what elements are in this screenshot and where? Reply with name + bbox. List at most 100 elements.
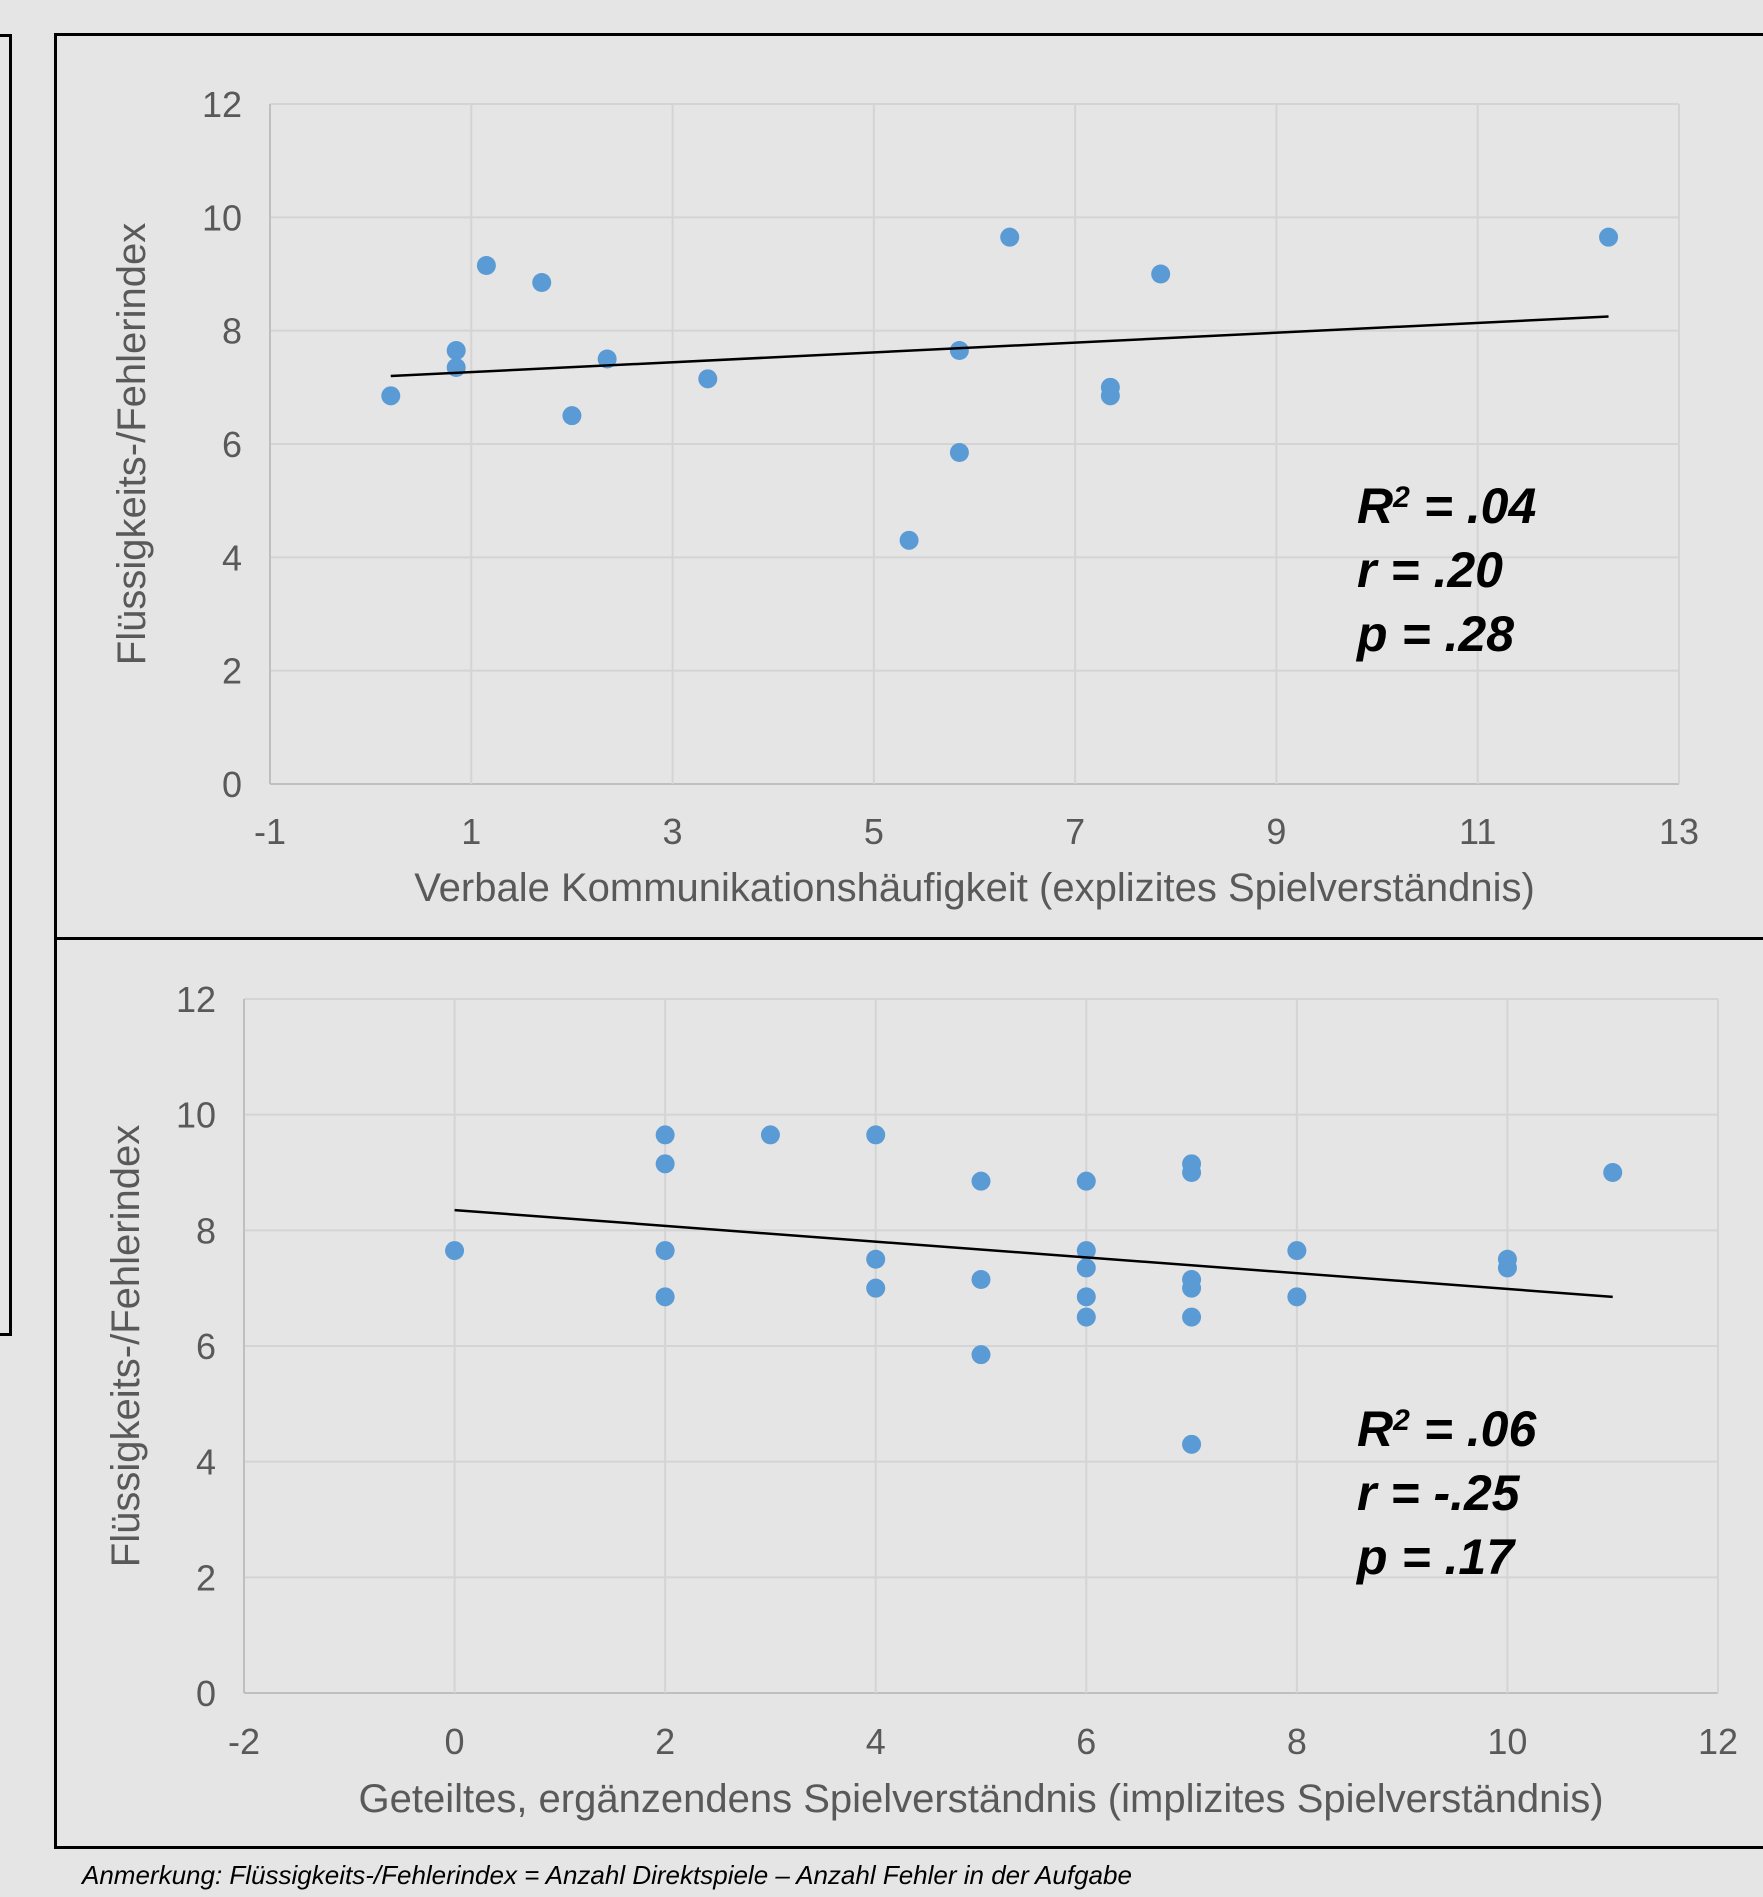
data-point [597,349,617,369]
data-point [1287,1241,1307,1261]
data-point [532,273,552,292]
x-tick-label: 5 [864,811,884,852]
stat-line: R2 = .04 [1357,478,1536,534]
data-point [1603,1163,1623,1182]
data-point [1076,1258,1096,1278]
x-axis-title: Geteiltes, ergänzendens Spielverständnis… [358,1777,1603,1821]
y-tick-label: 12 [176,979,216,1020]
trendline [454,1208,1613,1299]
x-tick-label: 9 [1266,811,1286,852]
data-point [1100,386,1120,406]
data-point [655,1287,675,1307]
data-point [866,1278,886,1298]
data-point [1076,1287,1096,1307]
stats-annotation: R2 = .04 r = .20 p = .28 [1355,478,1536,662]
stat-line: p = .17 [1355,1529,1516,1585]
r2-value: = .04 [1410,478,1537,534]
y-tick-label: 2 [222,651,242,692]
data-point [971,1345,991,1365]
p-label: p [1355,1529,1388,1585]
chart-panel-1: 0 2 4 6 8 10 12 -1 1 3 5 7 9 11 13 Verbale Kommunikatio… [54,33,1763,941]
y-tick-label: 2 [196,1557,216,1598]
x-tick-label: 10 [1487,1721,1527,1762]
data-point [698,369,718,389]
y-tick-label: 4 [222,537,242,578]
x-tick-label: 4 [866,1721,886,1762]
r-label: r [1357,542,1379,598]
x-tick-label: 2 [655,1721,675,1762]
x-tick-label: 13 [1659,811,1699,852]
y-tick-label: 8 [196,1210,216,1251]
stat-line: r = .20 [1357,542,1503,598]
y-tick-label: 0 [196,1673,216,1714]
data-point [1151,264,1171,284]
data-point [971,1269,991,1289]
r-value: = .20 [1376,542,1503,598]
x-tick-label: -1 [254,811,286,852]
x-tick-label: -2 [228,1721,260,1762]
data-point [971,1171,991,1191]
data-point [1076,1171,1096,1191]
data-point [1287,1287,1307,1307]
r-value: = -.25 [1376,1465,1520,1521]
y-tick-label: 10 [202,197,242,238]
r2-value: = .06 [1410,1401,1538,1457]
data-point [655,1241,675,1261]
x-tick-label: 1 [461,811,481,852]
data-point [899,530,919,550]
y-tick-label: 10 [176,1095,216,1136]
y-axis-title: Flüssigkeits-/Fehlerindex [104,1125,148,1567]
p-label: p [1355,606,1388,662]
data-point [1076,1241,1096,1261]
r2-sup: 2 [1392,1404,1410,1437]
data-point [1182,1434,1202,1454]
x-axis-title: Verbale Kommunikationshäufigkeit (expliz… [414,866,1535,910]
y-tick-label: 0 [222,764,242,805]
y-axis-title: Flüssigkeits-/Fehlerindex [110,223,154,665]
y-tick-label: 12 [202,84,242,125]
y-tick-label: 6 [196,1326,216,1367]
data-point [655,1154,675,1174]
data-point [1000,227,1020,247]
x-tick-label: 11 [1459,811,1496,852]
trendline [390,315,1609,378]
y-tick-label: 4 [196,1442,216,1483]
r2-label: R [1357,478,1393,534]
left-frame [0,34,12,1336]
stats-annotation: R2 = .06 r = -.25 p = .17 [1355,1401,1537,1585]
data-point [1076,1307,1096,1327]
stat-line: p = .28 [1355,606,1514,662]
stat-line: r = -.25 [1357,1465,1521,1521]
data-point [949,341,969,360]
data-point [866,1249,886,1269]
data-point [1182,1163,1202,1182]
r2-sup: 2 [1392,481,1410,514]
data-point [381,386,401,406]
stat-line: R2 = .06 [1357,1401,1537,1457]
p-value: = .28 [1388,606,1515,662]
x-tick-label: 0 [445,1721,465,1762]
data-point [1599,227,1619,247]
x-tick-label: 12 [1698,1721,1738,1762]
y-tick-label: 6 [222,424,242,465]
x-tick-label: 7 [1065,811,1085,852]
r-label: r [1357,1465,1379,1521]
r2-label: R [1357,1401,1393,1457]
data-point [760,1125,780,1145]
x-tick-label: 8 [1287,1721,1307,1762]
data-point [866,1125,886,1145]
data-point [1182,1307,1202,1327]
data-point [655,1125,675,1145]
data-point [476,256,496,275]
data-point [445,1241,465,1261]
p-value: = .17 [1388,1529,1517,1585]
y-tick-label: 8 [222,311,242,352]
chart-panel-2: 0 2 4 6 8 10 12 -2 0 2 4 6 8 10 12 Geteiltes, ergänzend… [54,937,1763,1849]
data-point [562,406,582,426]
x-tick-label: 6 [1076,1721,1096,1762]
data-point [446,341,466,360]
data-point [1182,1278,1202,1298]
footnote: Anmerkung: Flüssigkeits-/Fehlerindex = A… [82,1860,1132,1890]
data-point [949,443,969,462]
